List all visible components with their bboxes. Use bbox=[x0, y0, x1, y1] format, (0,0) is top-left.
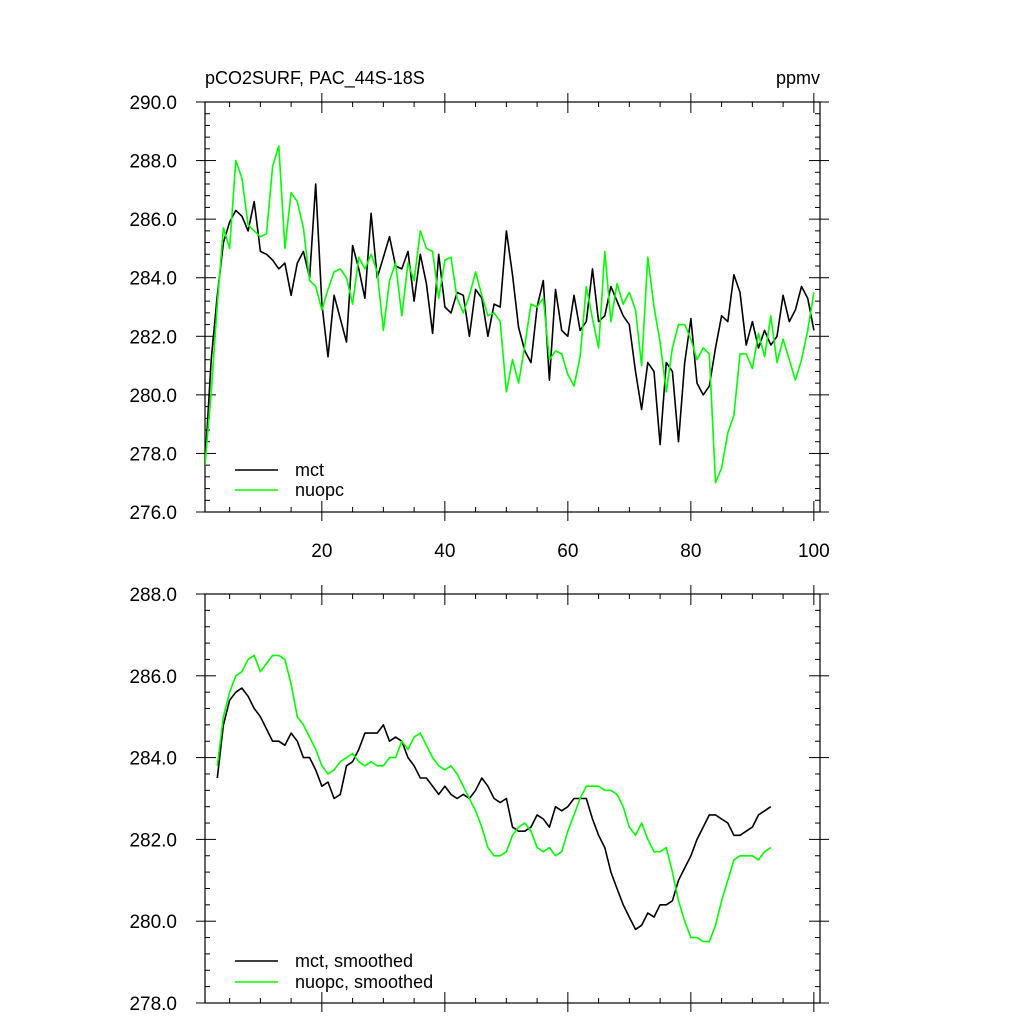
top-y-tick-label: 284.0 bbox=[129, 269, 177, 290]
bottom-series-line-nuopc-smoothed bbox=[216, 654, 772, 943]
top-y-tick-label: 290.0 bbox=[129, 93, 177, 114]
bottom-panel: 278.0 280.0 282.0 284.0 286.0 288.0 mct, smoot… bbox=[129, 585, 829, 1015]
top-legend-label: mct bbox=[295, 460, 324, 480]
bottom-y-tick-label: 286.0 bbox=[129, 667, 177, 688]
bottom-y-tick-label: 282.0 bbox=[129, 830, 177, 851]
top-series-line-nuopc bbox=[205, 145, 815, 484]
top-x-tick-label: 20 bbox=[311, 541, 332, 562]
bottom-legend-label: nuopc, smoothed bbox=[295, 972, 433, 992]
top-chart-title: pCO2SURF, PAC_44S-18S bbox=[205, 68, 425, 89]
top-y-tick-label: 278.0 bbox=[129, 444, 177, 465]
bottom-series-line-mct-smoothed bbox=[216, 687, 772, 931]
bottom-y-tick-label: 280.0 bbox=[129, 912, 177, 933]
bottom-y-tick-label: 288.0 bbox=[129, 585, 177, 606]
top-y-tick-label: 288.0 bbox=[129, 152, 177, 173]
top-series-line-mct bbox=[205, 183, 815, 466]
top-legend-label: nuopc bbox=[295, 480, 344, 500]
top-y-tick-label: 280.0 bbox=[129, 386, 177, 407]
bottom-y-tick-label: 278.0 bbox=[129, 994, 177, 1015]
top-panel: pCO2SURF, PAC_44S-18S ppmv 20 40 60 80 100 27… bbox=[129, 68, 829, 562]
top-x-tick-label: 60 bbox=[557, 541, 578, 562]
top-x-tick-label: 100 bbox=[798, 541, 830, 562]
bottom-legend-label: mct, smoothed bbox=[295, 951, 413, 971]
bottom-y-tick-label: 284.0 bbox=[129, 749, 177, 770]
top-y-tick-label: 282.0 bbox=[129, 327, 177, 348]
top-chart-units: ppmv bbox=[776, 68, 820, 88]
top-y-tick-label: 276.0 bbox=[129, 503, 177, 524]
top-y-tick-label: 286.0 bbox=[129, 210, 177, 231]
top-plot-frame bbox=[204, 101, 821, 513]
bottom-plot-frame bbox=[204, 593, 821, 1004]
top-x-tick-label: 80 bbox=[680, 541, 701, 562]
top-x-tick-label: 40 bbox=[434, 541, 455, 562]
